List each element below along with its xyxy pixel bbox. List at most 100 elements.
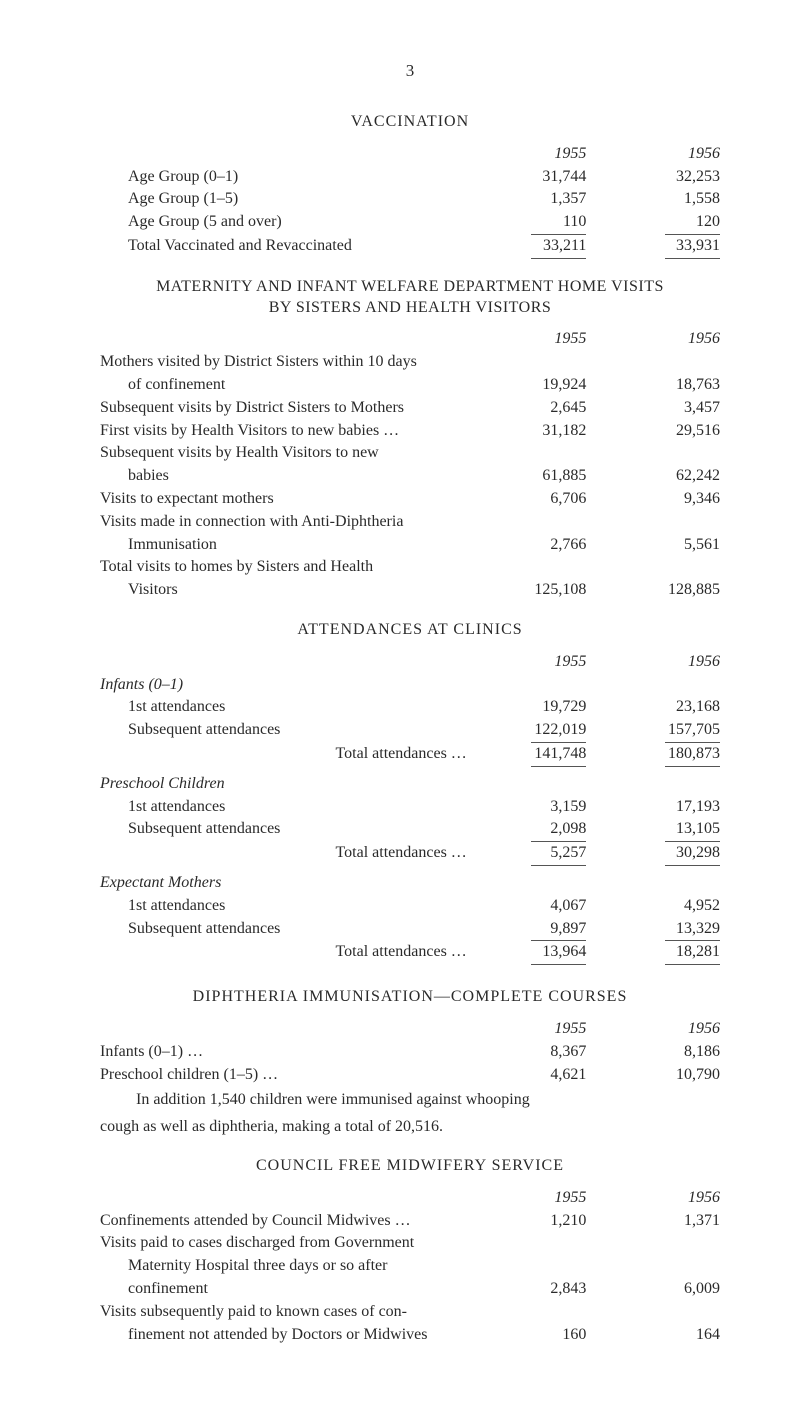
midwifery-table: 1955 1956 Confinements attended by Counc…: [100, 1187, 720, 1347]
year-header: 1956: [608, 1018, 720, 1041]
row-label: confinement: [100, 1278, 497, 1301]
cell: 9,897: [497, 918, 609, 941]
maternity-table: 1955 1956 Mothers visited by District Si…: [100, 328, 720, 602]
cell: 13,964: [497, 940, 609, 965]
total-label: Total attendances …: [100, 940, 497, 965]
maternity-title-1: MATERNITY AND INFANT WELFARE DEPARTMENT …: [100, 277, 720, 298]
cell: 18,281: [608, 940, 720, 965]
year-header: 1955: [497, 143, 609, 166]
diphtheria-title: DIPHTHERIA IMMUNISATION—COMPLETE COURSES: [100, 987, 720, 1008]
diphtheria-note-2: cough as well as diphtheria, making a to…: [100, 1117, 720, 1138]
cell: 1,371: [608, 1210, 720, 1233]
total-label: Total attendances …: [100, 742, 497, 767]
cell: 13,329: [608, 918, 720, 941]
row-label: Age Group (0–1): [100, 166, 497, 189]
cell: 120: [608, 211, 720, 234]
cell: 31,744: [497, 166, 609, 189]
cell: 8,186: [608, 1041, 720, 1064]
cell: 164: [608, 1324, 720, 1347]
row-label: Infants (0–1) …: [100, 1041, 497, 1064]
group-heading: Infants (0–1): [100, 674, 497, 697]
year-header: 1956: [608, 143, 720, 166]
total-label: Total attendances …: [100, 841, 497, 866]
row-label: Maternity Hospital three days or so afte…: [100, 1255, 497, 1278]
year-header: 1956: [608, 328, 720, 351]
group-heading: Expectant Mothers: [100, 872, 497, 895]
row-label: Subsequent attendances: [100, 918, 497, 941]
row-label: Visitors: [100, 579, 497, 602]
row-label: of confinement: [100, 374, 497, 397]
year-header: 1956: [608, 1187, 720, 1210]
cell: 9,346: [608, 488, 720, 511]
cell: 30,298: [608, 841, 720, 866]
year-header: 1955: [497, 1018, 609, 1041]
row-label: Visits paid to cases discharged from Gov…: [100, 1232, 497, 1255]
cell: 3,159: [497, 796, 609, 819]
row-label: Subsequent visits by Health Visitors to …: [100, 442, 497, 465]
row-label: Age Group (5 and over): [100, 211, 497, 234]
cell: 128,885: [608, 579, 720, 602]
cell: 5,561: [608, 534, 720, 557]
cell: 4,952: [608, 895, 720, 918]
cell: 31,182: [497, 420, 609, 443]
row-label: 1st attendances: [100, 895, 497, 918]
cell: 33,211: [497, 234, 609, 259]
row-label: Preschool children (1–5) …: [100, 1064, 497, 1087]
cell: 141,748: [497, 742, 609, 767]
cell: 125,108: [497, 579, 609, 602]
cell: 2,645: [497, 397, 609, 420]
attendances-table: 1955 1956 Infants (0–1) 1st attendances …: [100, 651, 720, 965]
row-label: Subsequent visits by District Sisters to…: [100, 397, 497, 420]
page: 3 VACCINATION 1955 1956 Age Group (0–1) …: [0, 0, 800, 1386]
group-heading: Preschool Children: [100, 773, 497, 796]
row-label: Visits subsequently paid to known cases …: [100, 1301, 497, 1324]
cell: 19,729: [497, 696, 609, 719]
page-number: 3: [100, 60, 720, 82]
row-label: Subsequent attendances: [100, 818, 497, 841]
year-header: 1956: [608, 651, 720, 674]
cell: 160: [497, 1324, 609, 1347]
vaccination-title: VACCINATION: [100, 112, 720, 133]
year-header: 1955: [497, 328, 609, 351]
cell: 19,924: [497, 374, 609, 397]
cell: 17,193: [608, 796, 720, 819]
cell: 3,457: [608, 397, 720, 420]
cell: 13,105: [608, 818, 720, 841]
cell: 62,242: [608, 465, 720, 488]
cell: 2,098: [497, 818, 609, 841]
cell: 1,210: [497, 1210, 609, 1233]
diphtheria-table: 1955 1956 Infants (0–1) … 8,367 8,186 Pr…: [100, 1018, 720, 1086]
cell: 33,931: [608, 234, 720, 259]
row-label: Visits to expectant mothers: [100, 488, 497, 511]
row-label: Immunisation: [100, 534, 497, 557]
cell: 1,357: [497, 188, 609, 211]
cell: 6,706: [497, 488, 609, 511]
row-label: 1st attendances: [100, 796, 497, 819]
cell: 157,705: [608, 719, 720, 742]
year-header: 1955: [497, 651, 609, 674]
cell: 180,873: [608, 742, 720, 767]
attendances-title: ATTENDANCES AT CLINICS: [100, 620, 720, 641]
row-label: 1st attendances: [100, 696, 497, 719]
cell: 23,168: [608, 696, 720, 719]
cell: 2,766: [497, 534, 609, 557]
midwifery-title: COUNCIL FREE MIDWIFERY SERVICE: [100, 1156, 720, 1177]
cell: 110: [497, 211, 609, 234]
row-label: First visits by Health Visitors to new b…: [100, 420, 497, 443]
row-label: Mothers visited by District Sisters with…: [100, 351, 497, 374]
row-label: Total visits to homes by Sisters and Hea…: [100, 556, 497, 579]
cell: 4,067: [497, 895, 609, 918]
cell: 10,790: [608, 1064, 720, 1087]
cell: 6,009: [608, 1278, 720, 1301]
row-label: Age Group (1–5): [100, 188, 497, 211]
row-label: Subsequent attendances: [100, 719, 497, 742]
cell: 4,621: [497, 1064, 609, 1087]
cell: 122,019: [497, 719, 609, 742]
vaccination-table: 1955 1956 Age Group (0–1) 31,744 32,253 …: [100, 143, 720, 259]
row-label: babies: [100, 465, 497, 488]
cell: 18,763: [608, 374, 720, 397]
row-label: Confinements attended by Council Midwive…: [100, 1210, 497, 1233]
cell: 2,843: [497, 1278, 609, 1301]
cell: 5,257: [497, 841, 609, 866]
cell: 1,558: [608, 188, 720, 211]
